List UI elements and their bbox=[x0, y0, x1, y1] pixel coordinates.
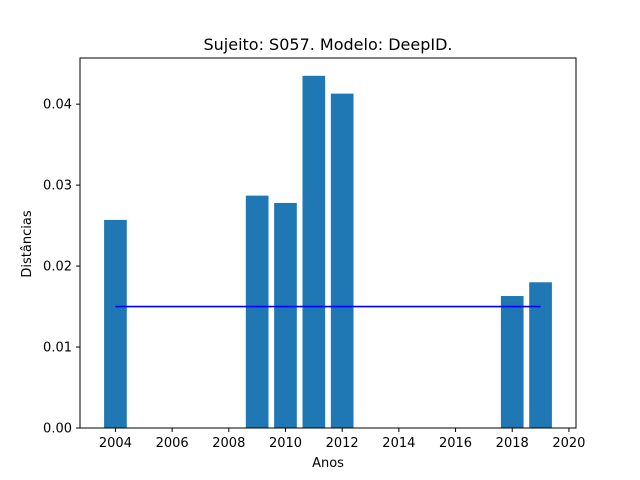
bar-2009 bbox=[245, 195, 269, 428]
bars-layer bbox=[104, 75, 552, 429]
x-tick-label: 2006 bbox=[156, 436, 189, 451]
y-tick-label: 0.00 bbox=[43, 422, 72, 437]
bar-2010 bbox=[274, 202, 297, 428]
x-tick-label: 2020 bbox=[552, 436, 585, 451]
y-tick-label: 0.01 bbox=[43, 341, 72, 356]
plot-frame bbox=[79, 57, 577, 429]
y-tick-label: 0.04 bbox=[43, 98, 72, 113]
y-tick-label: 0.02 bbox=[43, 260, 72, 275]
y-tick-label: 0.03 bbox=[43, 179, 72, 194]
y-axis-ticks: 0.00 0.01 0.02 0.03 0.04 bbox=[43, 98, 80, 437]
bar-2012 bbox=[330, 93, 354, 429]
bar-2019 bbox=[529, 282, 552, 428]
x-tick-label: 2016 bbox=[439, 436, 472, 451]
x-tick-label: 2018 bbox=[496, 436, 529, 451]
x-axis-ticks: 2004 2006 2008 2010 2012 2014 2016 2018 2020 bbox=[99, 428, 585, 451]
x-tick-label: 2004 bbox=[99, 436, 132, 451]
y-axis-title: Distâncias bbox=[20, 210, 35, 277]
chart-title: Sujeito: S057. Modelo: DeepID. bbox=[203, 35, 452, 54]
bar-2018 bbox=[500, 296, 524, 428]
x-tick-label: 2012 bbox=[326, 436, 359, 451]
x-axis-title: Anos bbox=[312, 456, 344, 471]
x-tick-label: 2010 bbox=[269, 436, 302, 451]
x-tick-label: 2008 bbox=[212, 436, 245, 451]
x-tick-label: 2014 bbox=[382, 436, 415, 451]
bar-2004 bbox=[104, 219, 127, 428]
bar-2011 bbox=[302, 75, 326, 428]
